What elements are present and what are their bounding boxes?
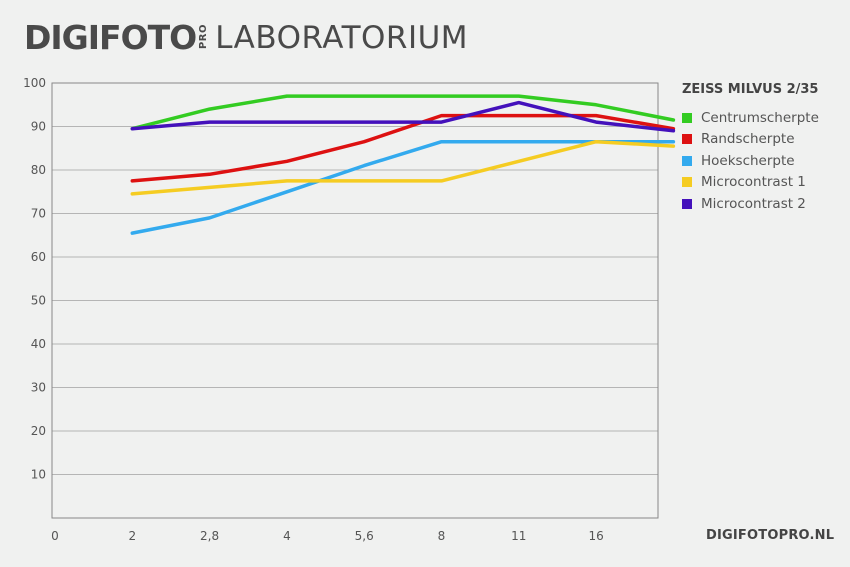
chart-legend: ZEISS MILVUS 2/35 Centrumscherpte Randsch… bbox=[682, 80, 842, 215]
legend-item: Randscherpte bbox=[682, 129, 842, 151]
legend-swatch bbox=[682, 155, 692, 166]
legend-swatch bbox=[682, 198, 692, 209]
series-line bbox=[130, 94, 676, 131]
y-tick-label: 30 bbox=[31, 381, 46, 395]
y-tick-label: 20 bbox=[31, 424, 46, 438]
legend-label: Microcontrast 2 bbox=[701, 195, 806, 212]
y-tick-label: 80 bbox=[31, 163, 46, 177]
legend-label: Hoekscherpte bbox=[701, 152, 795, 169]
legend-item: Hoekscherpte bbox=[682, 150, 842, 172]
series-line bbox=[130, 139, 676, 235]
footer-url: DIGIFOTOPRO.NL bbox=[706, 528, 835, 543]
brand-logo: DIGIFOTO bbox=[24, 18, 197, 57]
y-tick-label: 90 bbox=[31, 120, 46, 134]
series-line bbox=[130, 139, 676, 196]
y-tick-label: 70 bbox=[31, 207, 46, 221]
legend-label: Centrumscherpte bbox=[701, 109, 819, 126]
legend-item: Centrumscherpte bbox=[682, 107, 842, 129]
y-tick-label: 100 bbox=[23, 76, 46, 90]
x-tick-label: 8 bbox=[438, 529, 446, 543]
x-tick-label: 16 bbox=[588, 529, 603, 543]
chart-title: ZEISS MILVUS 2/35 bbox=[682, 82, 819, 97]
x-tick-label: 0 bbox=[51, 529, 59, 543]
y-tick-label: 10 bbox=[31, 468, 46, 482]
legend-item: Microcontrast 2 bbox=[682, 193, 842, 215]
series-line bbox=[130, 113, 676, 183]
y-tick-label: 50 bbox=[31, 294, 46, 308]
legend-swatch bbox=[682, 177, 692, 188]
x-tick-label: 11 bbox=[511, 529, 526, 543]
y-tick-label: 40 bbox=[31, 337, 46, 351]
legend-items: Centrumscherpte Randscherpte Hoekscherpte M… bbox=[682, 107, 842, 215]
x-tick-label: 2,8 bbox=[200, 529, 219, 543]
legend-swatch bbox=[682, 112, 692, 123]
y-axis-ticks: 10 20 30 40 50 60 70 80 90 100 bbox=[23, 76, 46, 482]
x-tick-label: 5,6 bbox=[355, 529, 374, 543]
section-title: LABORATORIUM bbox=[215, 20, 469, 56]
legend-label: Microcontrast 1 bbox=[701, 174, 806, 191]
header: DIGIFOTO PRO LABORATORIUM bbox=[24, 16, 468, 60]
y-tick-label: 60 bbox=[31, 250, 46, 264]
x-tick-label: 4 bbox=[283, 529, 291, 543]
legend-item: Microcontrast 1 bbox=[682, 172, 842, 194]
series-line bbox=[130, 100, 676, 133]
x-axis-ticks: 0 2 2,8 4 5,6 8 11 16 bbox=[51, 529, 604, 543]
legend-swatch bbox=[682, 134, 692, 145]
legend-label: Randscherpte bbox=[701, 131, 795, 148]
chart-series bbox=[130, 94, 676, 235]
plot-frame bbox=[51, 82, 659, 519]
x-tick-label: 2 bbox=[128, 529, 136, 543]
